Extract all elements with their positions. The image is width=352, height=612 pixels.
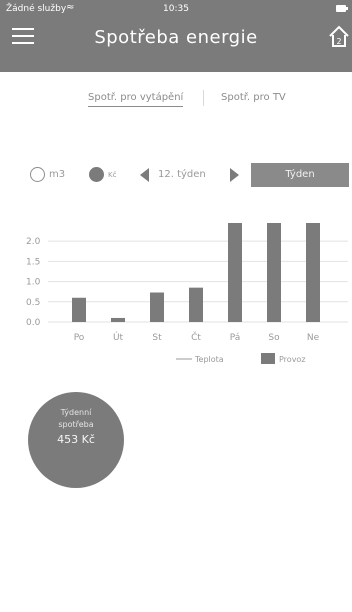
x-tick-label: Po [74, 333, 85, 343]
week-period-button[interactable]: Týden [251, 163, 349, 187]
home-icon: 2 [329, 25, 349, 47]
y-tick-label: 2.0 [26, 237, 41, 247]
battery-icon [336, 5, 348, 12]
x-tick-label: St [152, 333, 162, 343]
hamburger-menu-icon[interactable] [12, 28, 34, 48]
unit-radio-kc[interactable] [89, 167, 104, 182]
legend-label-temperature: Teplota [194, 355, 224, 364]
bar [111, 317, 125, 322]
status-time: 10:35 [163, 4, 189, 14]
x-tick-label: Pá [230, 333, 241, 343]
unit-radio-m3[interactable] [30, 167, 45, 182]
home-button[interactable]: 2 [328, 24, 350, 50]
y-tick-label: 1.0 [26, 278, 41, 288]
home-badge: 2 [336, 37, 341, 46]
unit-label-kc: Kč [108, 171, 117, 179]
chart-controls: m3 Kč 12. týden Týden [0, 162, 352, 188]
page-title: Spotřeba energie [94, 27, 258, 48]
consumption-chart: 0.0 0.5 1.0 1.5 2.0 Po Út St Čt Pá So Ne Teplota Prov… [26, 223, 348, 364]
x-tick-label: Ne [307, 333, 320, 343]
app-header: Žádné služby ≈ 10:35 Spotřeba energie 2 [0, 0, 352, 72]
bar [72, 297, 86, 322]
wifi-icon: ≈ [66, 2, 75, 13]
x-tick-label: So [268, 333, 280, 343]
unit-label-m3: m3 [49, 169, 66, 180]
summary-label-line1: Týdenní [60, 408, 92, 417]
weekly-consumption-summary: Týdenní spotřeba 453 Kč [28, 392, 124, 488]
prev-week-arrow-icon[interactable] [140, 168, 149, 182]
legend-label-operation: Provoz [279, 355, 306, 364]
legend-box-swatch [261, 353, 275, 364]
tab-heating[interactable]: Spotř. pro vytápění [88, 92, 184, 107]
x-tick-label: Út [113, 331, 124, 343]
y-tick-label: 1.5 [26, 257, 40, 267]
bar [189, 287, 203, 322]
bar [306, 223, 320, 322]
y-tick-label: 0.5 [26, 298, 40, 308]
summary-label-line2: spotřeba [58, 420, 94, 429]
x-tick-label: Čt [191, 331, 201, 343]
bar [228, 223, 242, 322]
tab-hot-water[interactable]: Spotř. pro TV [221, 92, 286, 103]
tab-divider [203, 90, 204, 106]
carrier-label: Žádné služby [6, 4, 67, 14]
summary-value: 453 Kč [57, 433, 95, 446]
week-label: 12. týden [158, 169, 206, 180]
next-week-arrow-icon[interactable] [230, 168, 239, 182]
bar [150, 292, 164, 322]
bar [267, 223, 281, 322]
y-tick-label: 0.0 [26, 318, 41, 328]
status-bar: Žádné služby ≈ 10:35 [0, 2, 352, 17]
